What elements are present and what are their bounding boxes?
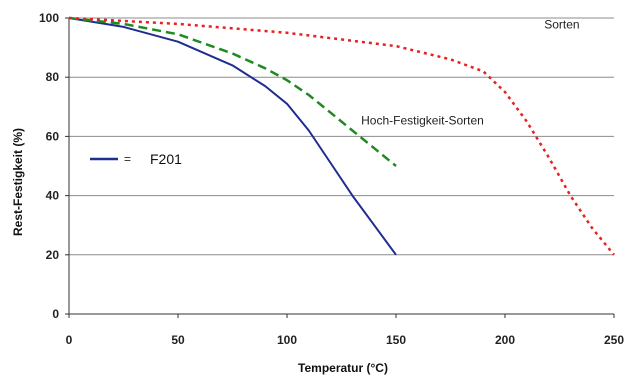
- legend: = F201: [90, 151, 182, 167]
- axes: [65, 17, 615, 318]
- x-tick-label-150: 150: [386, 333, 406, 347]
- x-tick-label-100: 100: [277, 333, 297, 347]
- x-tick-label-0: 0: [66, 333, 73, 347]
- y-tick-label-60: 60: [46, 129, 60, 143]
- x-tick-label-50: 50: [171, 333, 185, 347]
- annotation-sorten: Sorten: [544, 17, 579, 31]
- series-line-f201: [68, 17, 397, 256]
- x-tick-label-250: 250: [604, 333, 624, 347]
- y-axis-title: Rest-Festigkeit (%): [11, 128, 25, 236]
- y-tick-label-100: 100: [39, 11, 59, 25]
- tick-labels: 0 20 40 60 80 100 0 50 100 150 200 250: [39, 11, 624, 347]
- grid: [69, 17, 614, 256]
- series-line-hoch-festigkeit-sorten: [68, 16, 397, 167]
- y-tick-label-80: 80: [46, 70, 60, 84]
- series-lines: [68, 16, 615, 256]
- series-line-sorten: [68, 16, 615, 256]
- y-tick-label-20: 20: [46, 248, 60, 262]
- annotation-hoch-festigkeit-sorten: Hoch-Festigkeit-Sorten: [361, 114, 484, 128]
- legend-label-f201: F201: [150, 151, 182, 167]
- x-tick-label-200: 200: [495, 333, 515, 347]
- y-tick-label-40: 40: [46, 189, 60, 203]
- y-tick-label-0: 0: [52, 307, 59, 321]
- legend-separator: =: [124, 152, 131, 166]
- x-axis-title: Temperatur (°C): [298, 361, 388, 375]
